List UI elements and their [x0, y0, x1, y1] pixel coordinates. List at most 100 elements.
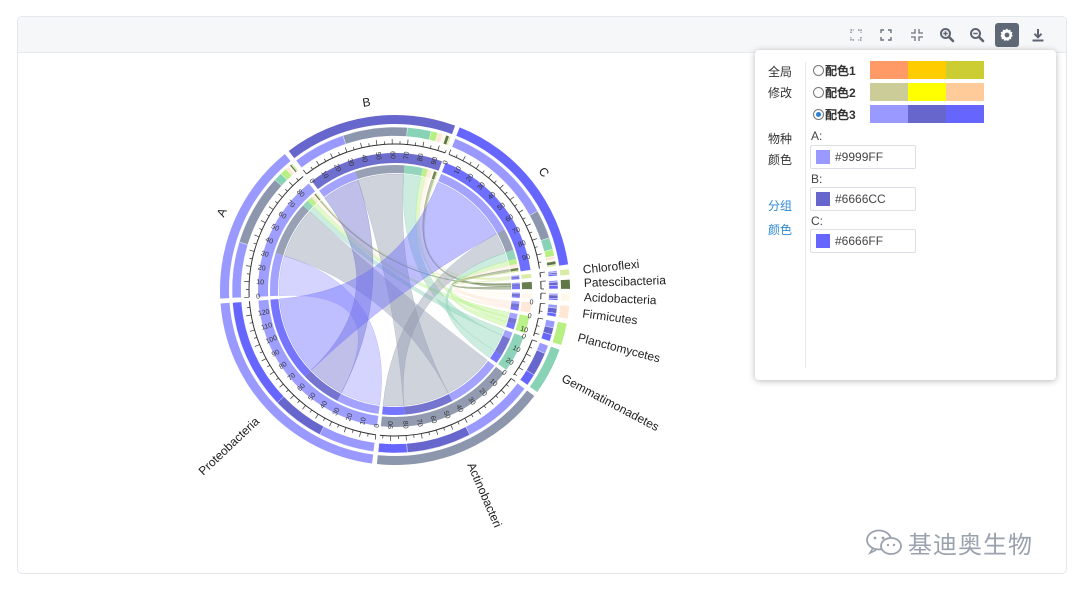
ribbon-c-chloroflexi: [452, 271, 511, 284]
inner-composition-c-chloroflexi: [510, 270, 519, 273]
tick-label-actinobacteria-50: 50: [442, 410, 451, 420]
tick-c-70: [526, 223, 531, 227]
tick-b-20: [330, 153, 333, 159]
composition-b-chloroflexi: [446, 136, 452, 146]
tick-label-c-60: 60: [505, 214, 515, 224]
scheme-option-3[interactable]: 配色3: [813, 105, 984, 123]
tick-label-actinobacteria-60: 60: [428, 415, 437, 425]
tick-a-45: [259, 228, 263, 231]
tick-gemmatimonadetes-5: [529, 346, 533, 349]
zoom-in-icon[interactable]: [935, 23, 959, 47]
group-c-color-input[interactable]: #6666FF: [810, 229, 916, 253]
scheme-1-label: 配色1: [825, 63, 856, 78]
group-b-color-input[interactable]: #6666CC: [810, 187, 916, 211]
tick-label-a-70: 70: [285, 199, 296, 209]
group-label-1[interactable]: 分组: [768, 199, 793, 213]
tick-a-85: [296, 178, 299, 181]
tick-label-c-70: 70: [512, 226, 522, 236]
tick-label-actinobacteria-30: 30: [466, 396, 476, 406]
download-icon[interactable]: [1026, 23, 1050, 47]
tick-a-25: [249, 257, 253, 260]
composition-patescibacteria-c: [548, 285, 559, 290]
tick-actinobacteria-20: [489, 400, 494, 405]
scheme-2-radio[interactable]: [813, 86, 824, 98]
tick-label-c-50: 50: [496, 202, 507, 212]
tick-proteobacteria-85: [267, 364, 271, 368]
tick-label-c-0: 0: [442, 160, 450, 166]
inner-composition-b-proteobacteria: [319, 171, 358, 198]
tick-c-90: [536, 253, 542, 256]
wechat-icon: [866, 529, 902, 555]
tick-a-75: [284, 188, 288, 192]
composition-a-proteobacteria: [231, 241, 249, 299]
inner-composition-acidobacteria-b: [511, 293, 520, 297]
tick-label-proteobacteria-20: 20: [345, 412, 354, 422]
ring-layer: [219, 115, 570, 466]
tick-gemmatimonadetes-25: [514, 373, 518, 376]
tick-label-b-60: 60: [389, 151, 396, 159]
scheme-option-2[interactable]: 配色2: [813, 83, 984, 101]
tick-label-a-40: 40: [264, 236, 274, 245]
tick-c-60: [518, 209, 524, 213]
tick-proteobacteria-35: [323, 417, 326, 421]
scheme-2-swatch-1: [870, 83, 908, 101]
shrink-icon[interactable]: [905, 23, 929, 47]
group-b-color-chip: [816, 192, 830, 206]
inner-composition-gemmatimonadetes-a: [502, 329, 513, 339]
tick-label-proteobacteria-0: 0: [374, 423, 381, 428]
toolbar: [18, 17, 1066, 53]
tick-proteobacteria-115: [249, 322, 253, 324]
tick-actinobacteria-60: [435, 429, 439, 435]
tick-planctomycetes-0: [538, 317, 544, 320]
tick-label-b-30: 30: [346, 158, 355, 168]
inner-composition-patescibacteria-b: [511, 283, 520, 287]
tick-proteobacteria-100: [254, 344, 260, 347]
composition-c-chloroflexi: [546, 264, 557, 268]
inner-composition-actinobacteria-b: [403, 393, 453, 415]
group-a-color-input[interactable]: #9999FF: [810, 145, 916, 169]
group-band-a: [219, 153, 291, 299]
tick-actinobacteria-40: [464, 418, 468, 423]
tick-proteobacteria-50: [302, 405, 306, 410]
group-a-color-chip: [816, 150, 830, 164]
tick-proteobacteria-40: [315, 413, 319, 419]
tick-label-proteobacteria-120: 120: [258, 309, 271, 318]
settings-icon[interactable]: [995, 23, 1019, 47]
inner-composition-b-firmicutes: [425, 169, 432, 179]
tick-b-80: [422, 141, 425, 147]
ribbon-layer: [278, 173, 512, 407]
tick-actinobacteria-35: [471, 414, 474, 418]
inner-band-a: [258, 183, 316, 297]
tick-label-b-80: 80: [417, 153, 425, 162]
scheme-3-radio[interactable]: [813, 108, 824, 120]
tick-proteobacteria-60: [290, 395, 295, 400]
tick-b-45: [368, 143, 370, 147]
tick-proteobacteria-55: [297, 400, 300, 403]
scheme-1-radio[interactable]: [813, 64, 824, 76]
tick-label-actinobacteria-90: 90: [388, 421, 395, 429]
group-label-2[interactable]: 颜色: [768, 223, 793, 237]
ribbon-a-chloroflexi: [320, 199, 511, 280]
scheme-option-1[interactable]: 配色1: [813, 61, 984, 79]
inner-composition-a-acidobacteria: [313, 194, 320, 202]
inner-composition-firmicutes-c: [510, 306, 519, 311]
tick-proteobacteria-20: [343, 427, 347, 433]
tick-actinobacteria-45: [457, 421, 460, 425]
global-label-1: 全局: [768, 65, 793, 79]
tick-proteobacteria-5: [367, 433, 369, 437]
tick-b-10: [316, 160, 320, 166]
fullscreen-icon[interactable]: [874, 23, 898, 47]
tick-label-c-10: 10: [453, 165, 463, 175]
color-settings-popup: 全局 修改 物种 颜色 分组 颜色 配色1 配色2 配色3 A: #9999FF…: [755, 50, 1056, 380]
scheme-3-swatch-3: [946, 105, 984, 123]
tick-a-70: [278, 193, 283, 198]
zoom-out-icon[interactable]: [965, 23, 989, 47]
tick-label-proteobacteria-100: 100: [265, 335, 279, 346]
inner-composition-proteobacteria-c: [270, 299, 311, 377]
tick-actinobacteria-10: [500, 389, 506, 394]
composition-firmicutes-c: [546, 311, 557, 318]
tick-a-65: [275, 201, 278, 204]
tick-actinobacteria-25: [483, 405, 487, 409]
fit-to-screen-icon[interactable]: [844, 23, 868, 47]
